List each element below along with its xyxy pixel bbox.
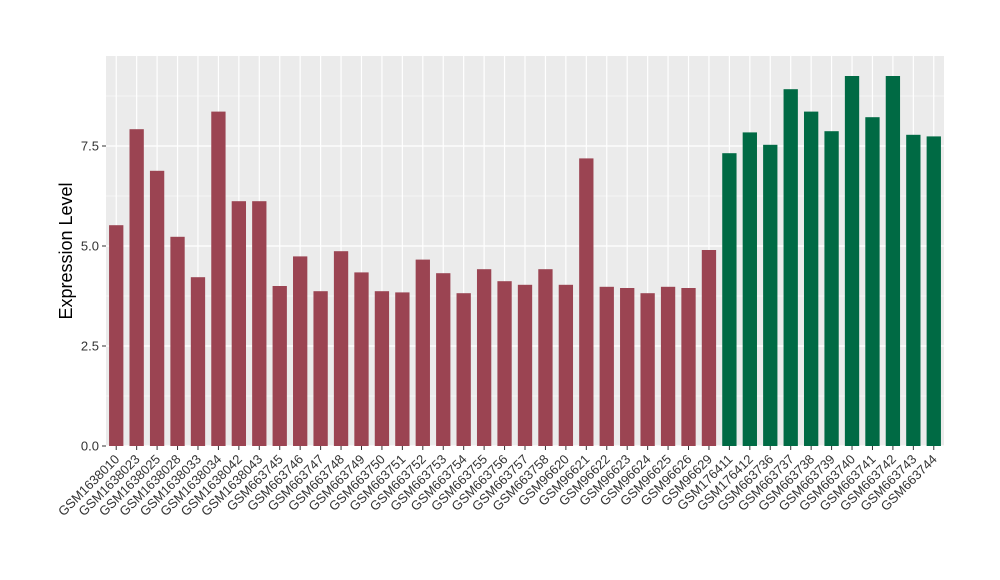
bar [538,269,553,446]
bars [109,76,941,447]
bar [129,129,144,446]
bar [763,144,778,447]
y-axis-title: Expression Level [56,182,76,319]
bar [640,293,655,446]
bar [374,291,390,446]
bar [252,201,267,446]
bar [660,286,676,446]
bar [395,292,410,446]
bar [436,273,451,446]
bar [170,236,185,446]
bar [109,225,124,446]
bar [579,158,594,446]
bar [722,153,737,446]
bar [885,76,901,446]
bar [497,281,512,446]
y-tick-label: 7.5 [81,139,99,154]
y-tick-label: 2.5 [81,339,99,354]
bar [293,256,308,446]
bar [190,277,206,446]
bar [681,288,696,446]
bar [272,286,287,446]
bar [149,170,165,447]
bar [906,134,921,447]
bar [415,259,430,446]
bar [803,111,819,446]
bar [926,136,941,446]
bar [865,117,880,446]
axes: 0.02.55.07.5GSM1638010GSM1638023GSM16380… [55,139,940,519]
bar [558,284,574,446]
y-tick-label: 5.0 [81,239,99,254]
bar [742,132,757,446]
y-tick-label: 0.0 [81,439,99,454]
bar [783,89,798,446]
bar [333,251,349,446]
bar [517,284,533,446]
bar [456,293,471,446]
bar [231,201,247,446]
bar [844,76,860,446]
bar [354,272,369,446]
bar [701,250,717,446]
bar [824,131,839,446]
bar [476,269,492,446]
bar [211,111,226,446]
bar [620,288,635,446]
bar [599,286,614,446]
bar [313,291,328,446]
